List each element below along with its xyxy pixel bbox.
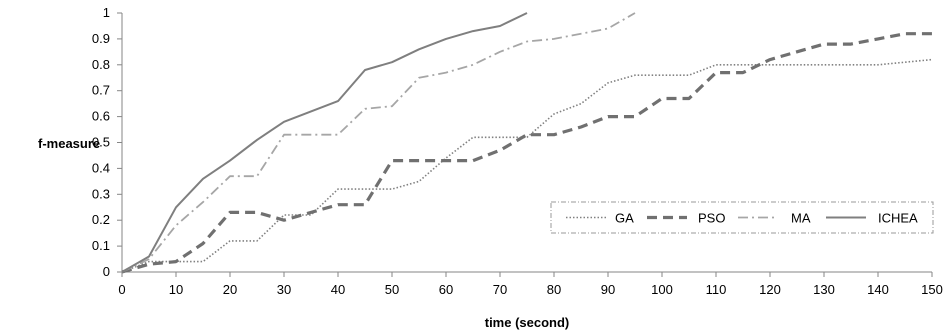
series-line-ma: [121, 12, 636, 273]
series-line-pso: [121, 32, 932, 274]
x-tick-label: 20: [223, 282, 237, 297]
x-tick-label: 110: [706, 282, 727, 297]
y-tick-label: 1: [103, 5, 110, 20]
axes: 00.10.20.30.40.50.60.70.80.910 10 20 30 40 50…: [92, 5, 943, 297]
y-tick-label: 0.8: [92, 57, 110, 72]
y-tick-label: 0.9: [92, 31, 110, 46]
x-tick-label: 50: [385, 282, 399, 297]
x-tick-label: 0: [118, 282, 125, 297]
x-axis-title: time (second): [485, 315, 570, 330]
legend-label-ma: MA: [791, 211, 811, 226]
x-tick-label: 130: [813, 282, 835, 297]
x-tick-label: 40: [331, 282, 345, 297]
legend-label-ga: GA: [615, 211, 634, 226]
x-tick-label: 120: [759, 282, 781, 297]
y-tick-label: 0.4: [92, 160, 110, 175]
y-tick-label: 0.5: [92, 135, 110, 150]
x-tick-label: 30: [277, 282, 291, 297]
legend: GA PSO MA ICHEA: [550, 201, 934, 234]
y-tick-label: 0.1: [92, 238, 110, 253]
x-tick-label: 70: [493, 282, 507, 297]
y-tick-label: 0: [103, 264, 110, 279]
y-axis-title: f-measure: [38, 136, 100, 151]
y-tick-label: 0.3: [92, 186, 110, 201]
y-tick-label: 0.2: [92, 212, 110, 227]
x-tick-label: 140: [867, 282, 889, 297]
x-tick-label: 100: [651, 282, 673, 297]
x-tick-label: 10: [169, 282, 183, 297]
x-tick-label: 150: [921, 282, 943, 297]
series-lines: [121, 12, 933, 274]
x-tick-label: 80: [547, 282, 561, 297]
y-tick-label: 0.7: [92, 83, 110, 98]
legend-label-pso: PSO: [698, 211, 725, 226]
series-line-ichea: [121, 12, 528, 273]
x-tick-label: 90: [601, 282, 615, 297]
legend-label-ichea: ICHEA: [878, 211, 918, 226]
y-tick-label: 0.6: [92, 109, 110, 124]
x-tick-label: 60: [439, 282, 453, 297]
series-line-ga: [121, 58, 933, 273]
